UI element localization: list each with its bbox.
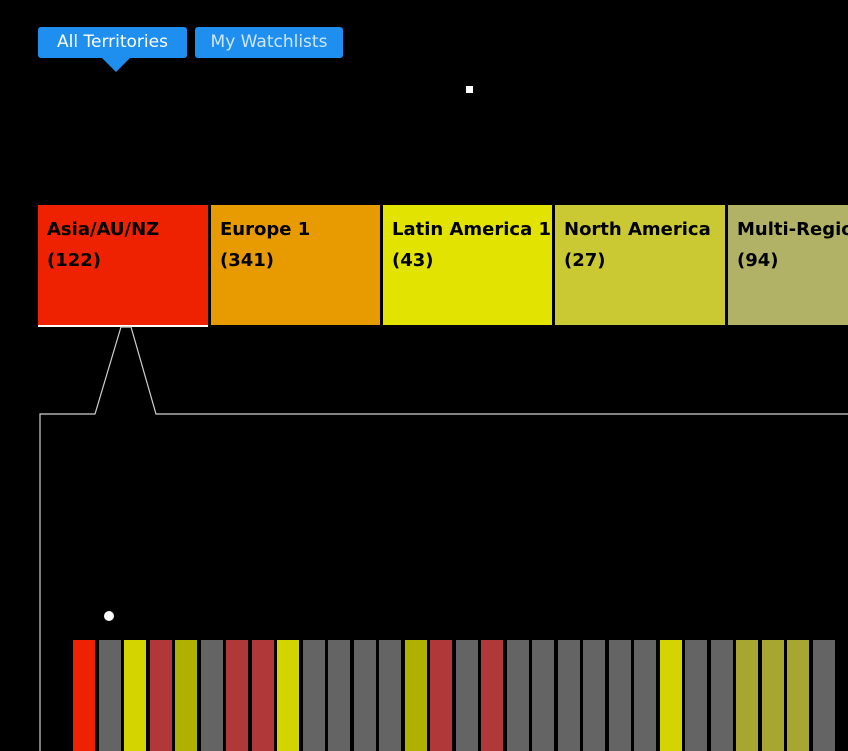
territory-bar[interactable] [660, 640, 682, 751]
selected-region-underline [38, 325, 208, 327]
region-tile-europe-1[interactable]: Europe 1 (341) [211, 205, 380, 325]
active-tab-pointer [101, 57, 131, 72]
territory-bar[interactable] [354, 640, 376, 751]
region-count: (27) [564, 250, 606, 271]
region-tile-multi-region[interactable]: Multi-Region (94) [728, 205, 848, 325]
territory-bar[interactable] [532, 640, 554, 751]
territory-bar[interactable] [787, 640, 809, 751]
territory-bar[interactable] [328, 640, 350, 751]
territory-bar[interactable] [481, 640, 503, 751]
tab-all-territories[interactable]: All Territories [38, 27, 187, 58]
territory-bar[interactable] [73, 640, 95, 751]
territory-bar[interactable] [277, 640, 299, 751]
territory-bar[interactable] [252, 640, 274, 751]
region-name: Multi-Region [737, 219, 848, 240]
region-tile-north-america[interactable]: North America (27) [555, 205, 725, 325]
territory-bar[interactable] [813, 640, 835, 751]
territory-bar[interactable] [201, 640, 223, 751]
territory-bar[interactable] [507, 640, 529, 751]
marker-square [466, 86, 473, 93]
region-name: Europe 1 [220, 219, 311, 240]
region-name: Latin America 1 [392, 219, 552, 240]
territory-bar[interactable] [379, 640, 401, 751]
territory-bar[interactable] [711, 640, 733, 751]
marker-dot [104, 611, 114, 621]
callout-outline [39, 326, 848, 751]
territory-bar[interactable] [226, 640, 248, 751]
territory-bar[interactable] [430, 640, 452, 751]
territory-bar[interactable] [583, 640, 605, 751]
region-tile-latin-america-1[interactable]: Latin America 1 (43) [383, 205, 552, 325]
region-count: (341) [220, 250, 275, 271]
territory-bar[interactable] [124, 640, 146, 751]
territory-bar[interactable] [99, 640, 121, 751]
territory-bar[interactable] [456, 640, 478, 751]
region-count: (122) [47, 250, 102, 271]
territory-bar[interactable] [685, 640, 707, 751]
region-count: (94) [737, 250, 779, 271]
territory-bar[interactable] [736, 640, 758, 751]
territory-bar[interactable] [303, 640, 325, 751]
territory-bar[interactable] [634, 640, 656, 751]
tab-my-watchlists[interactable]: My Watchlists [195, 27, 343, 58]
territory-bar[interactable] [405, 640, 427, 751]
region-name: Asia/AU/NZ [47, 219, 160, 240]
region-count: (43) [392, 250, 434, 271]
region-tile-asia-au-nz[interactable]: Asia/AU/NZ (122) [38, 205, 208, 325]
territory-bar[interactable] [609, 640, 631, 751]
territory-bar[interactable] [175, 640, 197, 751]
territory-bar[interactable] [150, 640, 172, 751]
region-name: North America [564, 219, 711, 240]
territory-bar[interactable] [762, 640, 784, 751]
territory-bar[interactable] [558, 640, 580, 751]
